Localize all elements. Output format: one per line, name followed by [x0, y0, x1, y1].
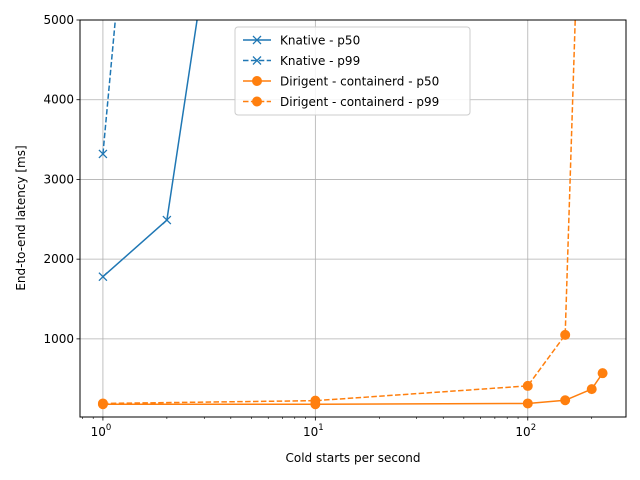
- y-tick-label: 1000: [43, 332, 74, 346]
- y-axis-label: End-to-end latency [ms]: [14, 145, 28, 290]
- x-tick-label-exponent: 2: [531, 423, 536, 433]
- x-tick-label-base: 10: [515, 425, 530, 439]
- series-1: [98, 20, 117, 159]
- y-tick-label: 3000: [43, 172, 74, 186]
- marker-circle: [97, 398, 108, 409]
- x-tick-label: 102: [515, 423, 536, 439]
- legend-item: Knative - p99: [243, 54, 360, 68]
- x-axis-label: Cold starts per second: [285, 451, 420, 465]
- y-tick-label: 2000: [43, 252, 74, 266]
- legend-item: Knative - p50: [243, 34, 360, 48]
- y-tick-label: 5000: [43, 13, 74, 27]
- marker-circle: [522, 398, 533, 409]
- marker-circle: [597, 368, 608, 379]
- x-tick-label-exponent: 1: [318, 423, 323, 433]
- x-tick-label: 101: [303, 423, 324, 439]
- marker-circle: [310, 395, 321, 406]
- series-layer: [97, 20, 608, 410]
- marker-x: [252, 35, 262, 45]
- legend-label: Dirigent - containerd - p50: [280, 75, 439, 89]
- marker-circle: [560, 329, 571, 340]
- series-3: [97, 20, 576, 409]
- legend-item: Dirigent - containerd - p50: [243, 75, 439, 89]
- series-0: [98, 20, 198, 282]
- marker-x: [252, 56, 262, 65]
- x-tick-label-base: 10: [303, 425, 318, 439]
- marker-circle: [252, 96, 262, 107]
- series-line: [102, 20, 117, 154]
- legend-item: Dirigent - containerd - p99: [243, 95, 439, 109]
- marker-circle: [560, 395, 571, 406]
- legend-box: [234, 26, 471, 116]
- y-tick-label: 4000: [43, 93, 74, 107]
- marker-x: [98, 272, 108, 282]
- x-tick-label: 100: [91, 423, 112, 439]
- x-tick-label-base: 10: [91, 425, 106, 439]
- legend: Knative - p50 Knative - p99 Dirigent - con…: [234, 26, 471, 116]
- series-line: [102, 20, 576, 405]
- x-tick-label-exponent: 0: [106, 423, 111, 433]
- marker-circle: [522, 380, 533, 391]
- marker-x: [162, 215, 172, 225]
- marker-circle: [252, 76, 262, 86]
- marker-circle: [586, 384, 597, 395]
- legend-label: Knative - p50: [280, 34, 360, 48]
- legend-label: Dirigent - containerd - p99: [280, 95, 439, 109]
- legend-label: Knative - p99: [280, 54, 360, 68]
- marker-x: [98, 149, 108, 159]
- plot-frame: [79, 19, 627, 418]
